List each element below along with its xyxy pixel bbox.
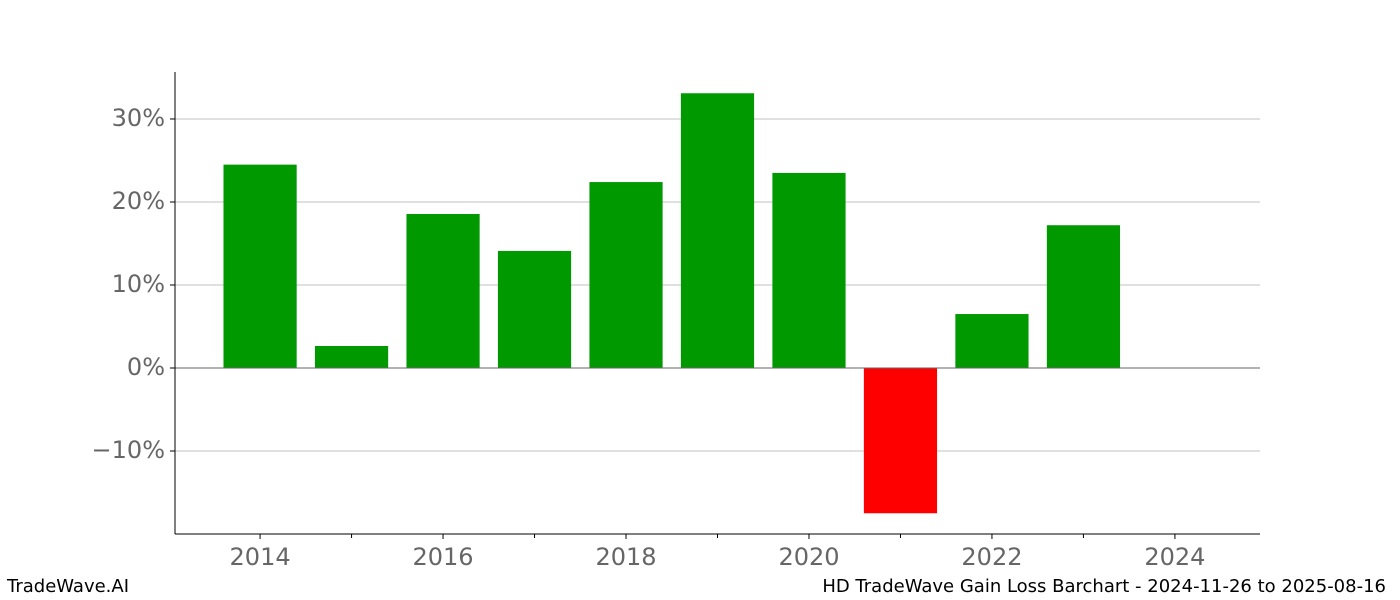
y-tick-label: 30% [112, 104, 165, 132]
bar [955, 314, 1029, 368]
bar [1046, 225, 1121, 368]
x-tick-label: 2020 [778, 543, 839, 571]
x-tick-label: 2022 [961, 543, 1022, 571]
y-tick-label: 10% [112, 270, 165, 298]
x-tick-label: 2024 [1144, 543, 1205, 571]
bar [680, 93, 755, 368]
y-tick-label: 0% [127, 353, 165, 381]
bar [772, 172, 846, 368]
y-tick-label: 20% [112, 187, 165, 215]
bar [863, 367, 938, 514]
bar [497, 250, 572, 368]
footer-left: TradeWave.AI [6, 576, 129, 597]
bar [406, 214, 480, 368]
y-tick-label: −10% [92, 436, 165, 464]
bar [223, 164, 297, 368]
bar [314, 345, 389, 368]
x-tick-label: 2018 [595, 543, 656, 571]
x-tick-label: 2016 [413, 543, 474, 571]
x-tick-label: 2014 [230, 543, 291, 571]
bar [589, 182, 663, 368]
footer-right: HD TradeWave Gain Loss Barchart - 2024-1… [822, 576, 1386, 597]
